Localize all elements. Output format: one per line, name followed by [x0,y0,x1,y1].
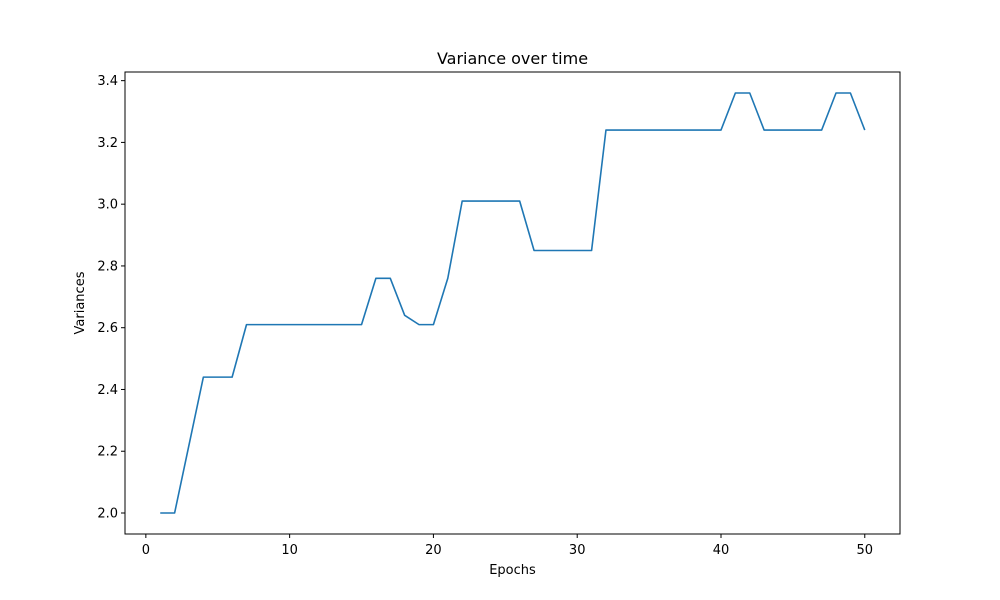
plot-frame [124,71,901,535]
data-point [864,129,866,131]
data-point [274,324,276,326]
data-point [490,200,492,202]
data-point [318,324,320,326]
data-point [648,129,650,131]
data-point [850,92,852,94]
data-point [217,376,219,378]
data-point [433,324,435,326]
data-point [260,324,262,326]
data-point [188,444,190,446]
data-point [706,129,708,131]
x-tick-label: 10 [281,543,298,558]
data-point [576,250,578,252]
x-axis: 0 10 20 30 40 50 [142,534,873,558]
data-point [461,200,463,202]
data-point [835,92,837,94]
y-tick-label: 3.4 [97,74,118,89]
data-point [203,376,205,378]
y-tick-label: 2.0 [97,507,118,522]
data-point [548,250,550,252]
y-tick-label: 3.2 [97,136,118,151]
chart-title: Variance over time [437,49,588,68]
data-point [620,129,622,131]
x-tick-label: 30 [569,543,586,558]
data-point [346,324,348,326]
data-point [792,129,794,131]
data-point [389,277,391,279]
plot-area [159,92,866,514]
data-point [361,324,363,326]
data-point [691,129,693,131]
data-point [303,324,305,326]
y-axis-label: Variances [73,271,88,334]
data-point [677,129,679,131]
y-tick-label: 2.6 [97,321,118,336]
x-tick-label: 0 [142,543,150,558]
data-point [821,129,823,131]
data-point [720,129,722,131]
data-point [749,92,751,94]
data-point [246,324,248,326]
data-point [763,129,765,131]
y-tick-label: 2.8 [97,259,118,274]
data-point [418,324,420,326]
data-point [519,200,521,202]
data-point [231,376,233,378]
data-point [605,129,607,131]
x-tick-label: 40 [713,543,730,558]
y-tick-label: 2.2 [97,445,118,460]
data-point [404,315,406,317]
data-point [735,92,737,94]
data-point [505,200,507,202]
x-axis-label: Epochs [489,563,536,578]
data-point [778,129,780,131]
data-point [806,129,808,131]
data-point [159,512,161,514]
y-tick-label: 3.0 [97,198,118,213]
x-tick-label: 20 [425,543,442,558]
data-point [447,277,449,279]
data-point [562,250,564,252]
data-point [332,324,334,326]
data-point [591,250,593,252]
y-axis: 2.0 2.2 2.4 2.6 2.8 3.0 3.2 3.4 [97,74,125,522]
x-tick-label: 50 [856,543,873,558]
data-point [634,129,636,131]
y-tick-label: 2.4 [97,383,118,398]
data-point [289,324,291,326]
data-point [375,277,377,279]
data-point [663,129,665,131]
data-point [476,200,478,202]
data-point [174,512,176,514]
series-line-1 [160,92,866,514]
data-point [533,250,535,252]
